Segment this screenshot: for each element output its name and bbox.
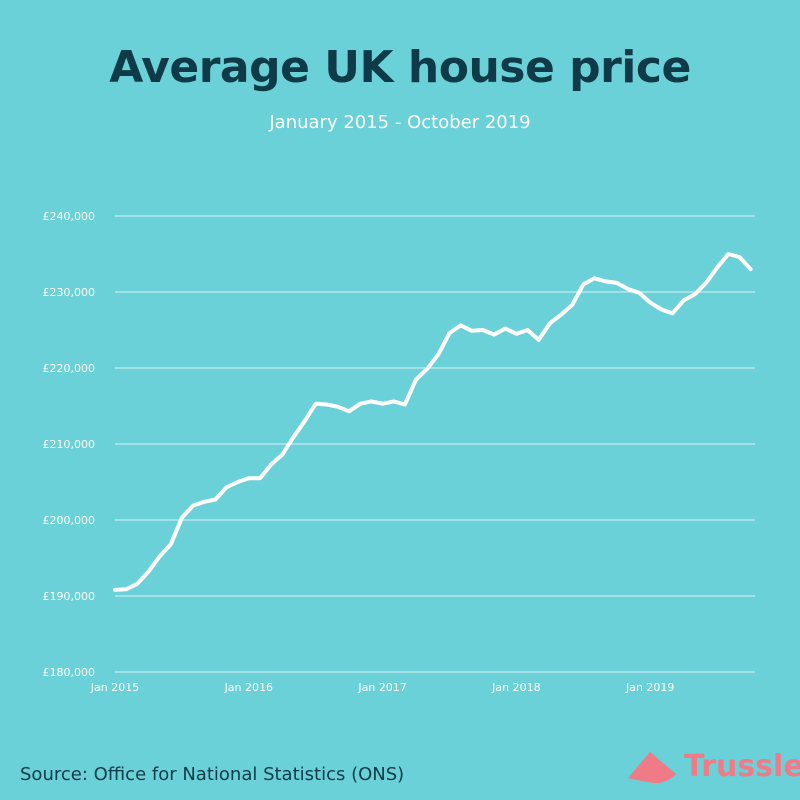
y-tick-label: £240,000: [43, 210, 96, 223]
y-tick-label: £220,000: [43, 362, 96, 375]
brand-logo: Trussle: [626, 746, 800, 786]
y-tick-label: £200,000: [43, 514, 96, 527]
x-tick-label: Jan 2015: [90, 681, 139, 694]
x-tick-label: Jan 2017: [357, 681, 406, 694]
series-line-layer: [113, 252, 753, 592]
trussle-house-icon: [628, 752, 676, 783]
chart-subtitle: January 2015 - October 2019: [269, 112, 531, 133]
x-tick-label: Jan 2018: [491, 681, 540, 694]
chart-title: Average UK house price: [109, 42, 691, 93]
y-tick-label: £210,000: [43, 438, 96, 451]
y-tick-labels: £180,000 £190,000 £200,000 £210,000 £220,000…: [43, 210, 96, 679]
y-tick-label: £180,000: [43, 666, 96, 679]
brand-name: Trussle: [684, 748, 800, 784]
series-line: [113, 252, 753, 592]
x-tick-label: Jan 2019: [625, 681, 674, 694]
y-tick-label: £190,000: [43, 590, 96, 603]
grid-lines: [115, 215, 755, 673]
y-tick-label: £230,000: [43, 286, 96, 299]
x-tick-labels: Jan 2015 Jan 2016 Jan 2017 Jan 2018 Jan 2019: [90, 681, 675, 694]
source-note: Source: Office for National Statistics (…: [20, 764, 405, 785]
x-tick-label: Jan 2016: [224, 681, 273, 694]
